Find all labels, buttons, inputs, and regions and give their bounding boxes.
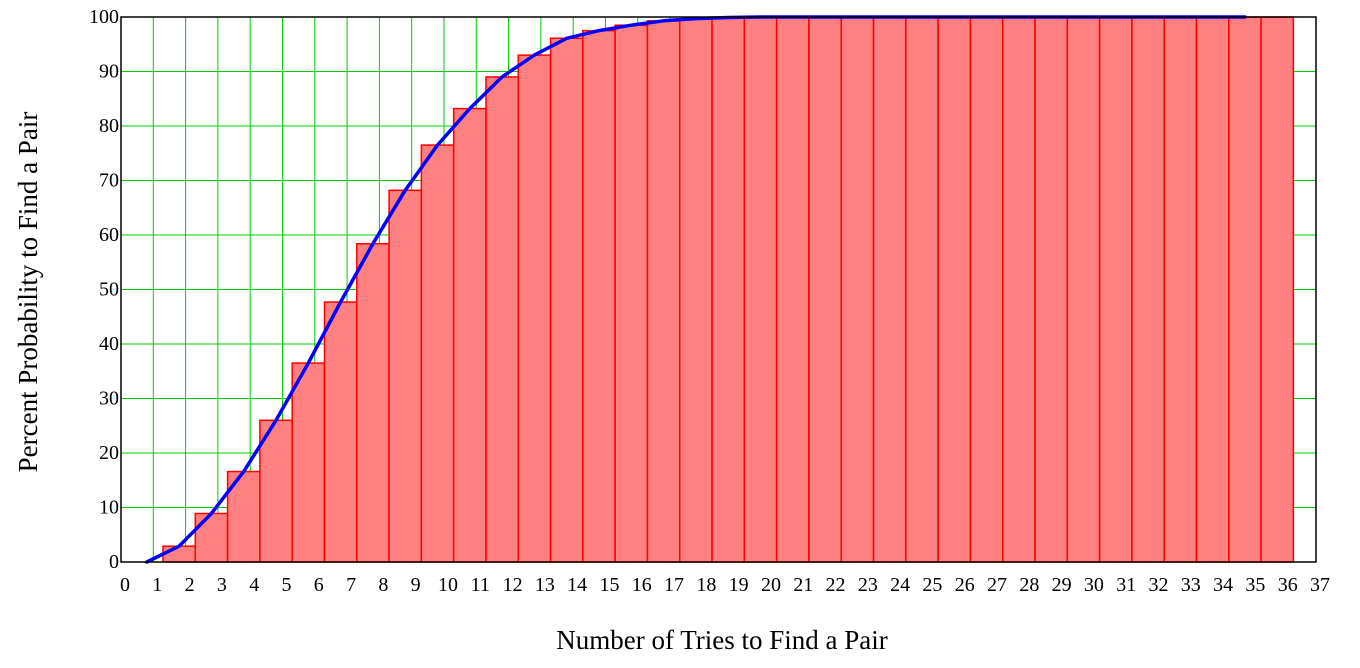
x-tick-label-35: 35 xyxy=(1245,574,1265,596)
y-tick-label-6: 60 xyxy=(99,224,119,246)
x-tick-label-5: 5 xyxy=(281,574,291,596)
x-tick-label-29: 29 xyxy=(1052,574,1072,596)
y-tick-label-5: 50 xyxy=(99,279,119,301)
bars xyxy=(162,16,1295,563)
bar-36 xyxy=(1260,16,1295,563)
bar-3 xyxy=(194,512,229,563)
x-tick-label-23: 23 xyxy=(858,574,878,596)
x-tick-label-2: 2 xyxy=(185,574,195,596)
bar-27 xyxy=(969,16,1004,563)
y-tick-label-2: 20 xyxy=(99,442,119,464)
bar-12 xyxy=(485,76,520,563)
bar-30 xyxy=(1066,16,1101,563)
x-tick-label-37: 37 xyxy=(1310,574,1330,596)
y-tick-label-9: 90 xyxy=(99,61,119,83)
x-tick-label-12: 12 xyxy=(503,574,523,596)
bar-21 xyxy=(775,16,810,563)
bar-31 xyxy=(1098,16,1133,563)
x-tick-label-11: 11 xyxy=(471,574,490,596)
bar-35 xyxy=(1228,16,1262,563)
bar-29 xyxy=(1034,16,1069,563)
bar-22 xyxy=(808,16,842,563)
y-tick-labels: 0 10 20 30 40 50 60 70 80 90 100 xyxy=(89,6,119,573)
bar-33 xyxy=(1163,16,1198,563)
x-tick-label-7: 7 xyxy=(346,574,356,596)
x-tick-label-18: 18 xyxy=(696,574,716,596)
x-tick-label-14: 14 xyxy=(567,574,587,596)
x-tick-label-4: 4 xyxy=(249,574,259,596)
bar-20 xyxy=(743,16,778,563)
x-tick-label-9: 9 xyxy=(411,574,421,596)
bar-13 xyxy=(517,54,552,563)
y-tick-label-7: 70 xyxy=(99,170,119,192)
bar-10 xyxy=(420,144,455,563)
x-tick-label-1: 1 xyxy=(152,574,162,596)
y-axis-title: Percent Probability to Find a Pair xyxy=(13,112,43,473)
x-tick-label-30: 30 xyxy=(1084,574,1104,596)
y-tick-label-3: 30 xyxy=(99,388,119,410)
plot-frame xyxy=(120,16,1317,563)
bar-14 xyxy=(549,37,584,563)
bar-8 xyxy=(356,242,390,563)
x-tick-label-15: 15 xyxy=(599,574,619,596)
x-tick-labels: 0 1 2 3 4 5 6 7 8 9 10 11 12 13 14 15 16 17 18 19 20 21 22 23 24… xyxy=(120,574,1330,596)
x-tick-label-10: 10 xyxy=(438,574,458,596)
y-tick-label-10: 100 xyxy=(89,6,119,28)
x-tick-label-20: 20 xyxy=(761,574,781,596)
bar-19 xyxy=(711,16,746,563)
x-tick-label-17: 17 xyxy=(664,574,684,596)
x-tick-label-24: 24 xyxy=(890,574,910,596)
x-tick-label-36: 36 xyxy=(1278,574,1298,596)
y-tick-label-8: 80 xyxy=(99,115,119,137)
bar-16 xyxy=(614,24,649,563)
bar-17 xyxy=(646,20,681,563)
x-tick-label-16: 16 xyxy=(632,574,652,596)
bar-18 xyxy=(678,17,713,563)
y-tick-label-0: 0 xyxy=(109,551,119,573)
x-tick-label-3: 3 xyxy=(217,574,227,596)
y-tick-label-4: 40 xyxy=(99,333,119,355)
bar-6 xyxy=(291,362,326,563)
x-tick-label-32: 32 xyxy=(1149,574,1169,596)
x-tick-label-31: 31 xyxy=(1116,574,1136,596)
x-tick-label-21: 21 xyxy=(793,574,813,596)
x-tick-label-27: 27 xyxy=(987,574,1007,596)
y-tick-label-1: 10 xyxy=(99,497,119,519)
bar-15 xyxy=(582,29,616,563)
bar-34 xyxy=(1195,16,1230,563)
x-tick-label-26: 26 xyxy=(955,574,975,596)
x-tick-label-22: 22 xyxy=(826,574,846,596)
bar-25 xyxy=(905,16,939,563)
bar-11 xyxy=(452,107,487,563)
bar-28 xyxy=(1001,16,1036,563)
x-tick-label-8: 8 xyxy=(378,574,388,596)
x-tick-label-0: 0 xyxy=(120,574,130,596)
bar-26 xyxy=(937,16,972,563)
x-tick-label-13: 13 xyxy=(535,574,555,596)
bar-23 xyxy=(840,16,875,563)
x-tick-label-19: 19 xyxy=(729,574,749,596)
x-tick-label-6: 6 xyxy=(314,574,324,596)
x-axis-title: Number of Tries to Find a Pair xyxy=(556,625,888,655)
bar-2 xyxy=(162,545,197,563)
x-tick-label-28: 28 xyxy=(1019,574,1039,596)
x-tick-label-25: 25 xyxy=(922,574,942,596)
bar-5 xyxy=(259,419,293,563)
bar-9 xyxy=(388,189,423,563)
x-tick-label-33: 33 xyxy=(1181,574,1201,596)
x-tick-label-34: 34 xyxy=(1213,574,1233,596)
bar-24 xyxy=(872,16,907,563)
bar-32 xyxy=(1131,16,1165,563)
bar-7 xyxy=(323,301,358,563)
